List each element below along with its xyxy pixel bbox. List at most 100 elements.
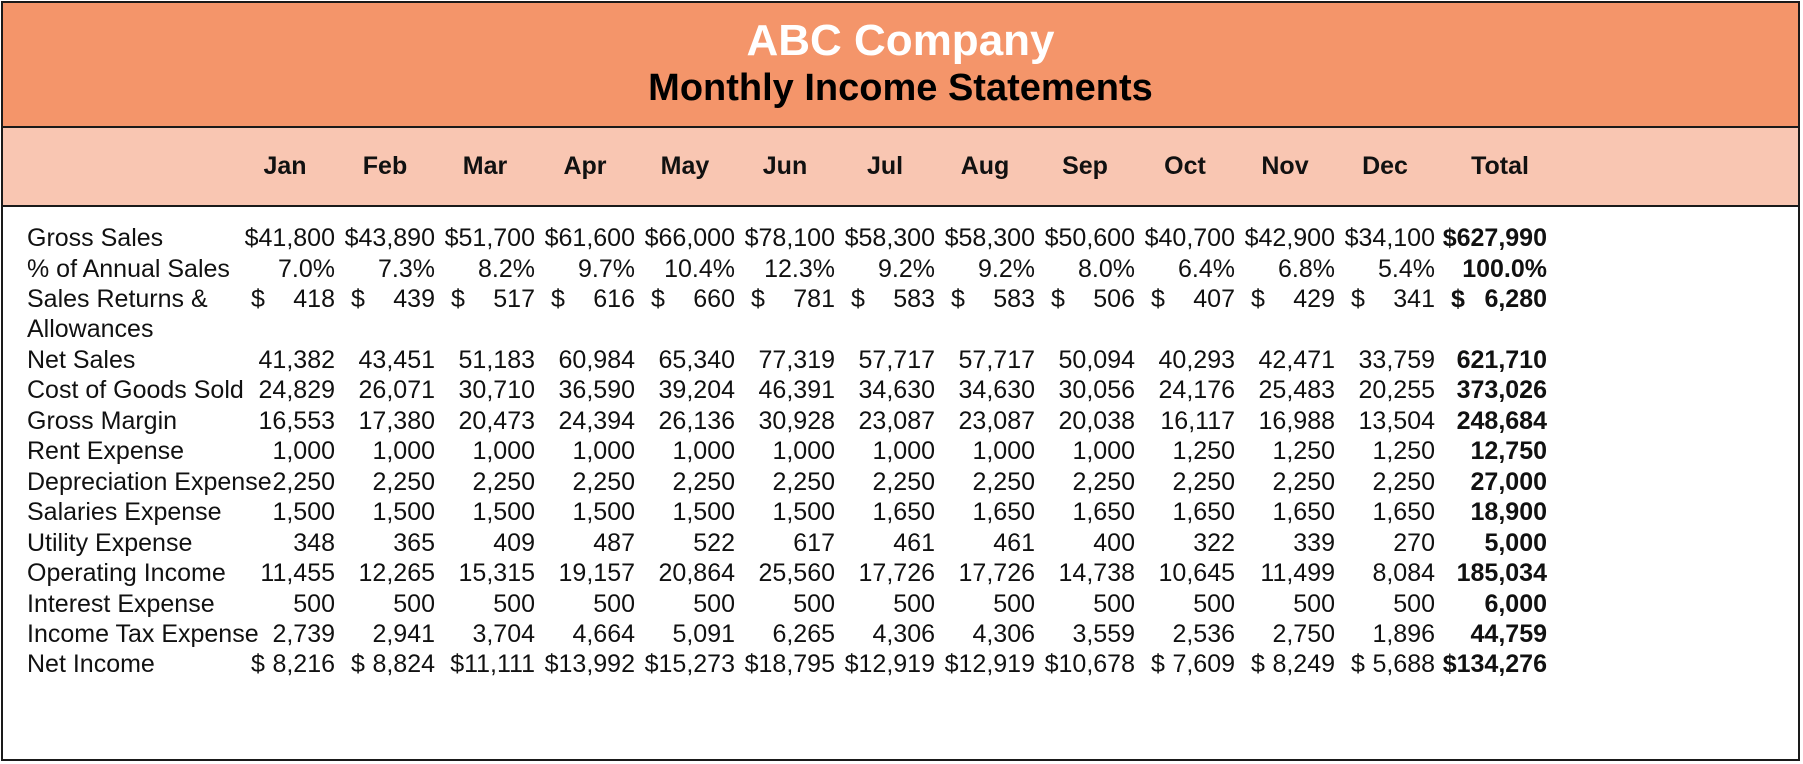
- cell-value: 348: [293, 529, 335, 557]
- cell-value: 46,391: [758, 376, 835, 404]
- cell-value: 25,483: [1258, 376, 1335, 404]
- cell-value: 77,319: [758, 346, 835, 374]
- month-cell: 500: [1051, 587, 1135, 622]
- month-cell: 15,315: [451, 556, 535, 591]
- dollar-sign: $: [551, 285, 565, 313]
- cell-value: 6,265: [772, 620, 835, 648]
- cell-value: 7.3%: [378, 255, 435, 283]
- cell-value: 1,250: [1272, 437, 1335, 465]
- month-cell: $61,600: [545, 221, 635, 256]
- dollar-sign: $: [951, 285, 965, 313]
- cell-value: 18,900: [1470, 498, 1547, 526]
- cell-value: $12,919: [944, 650, 1035, 678]
- cell-value: 400: [1093, 529, 1135, 557]
- total-cell: 18,900: [1451, 495, 1547, 530]
- month-cell: 42,471: [1251, 343, 1335, 378]
- dollar-sign: $: [1351, 285, 1365, 313]
- cell-value: 2,250: [872, 468, 935, 496]
- dollar-sign: $: [251, 285, 265, 313]
- month-cell: $583: [951, 282, 1035, 317]
- cell-value: 6,280: [1484, 285, 1547, 313]
- month-cell: 322: [1151, 526, 1235, 561]
- cell-value: 8,084: [1372, 559, 1435, 587]
- cell-value: 6.4%: [1178, 255, 1235, 283]
- cell-value: 27,000: [1470, 468, 1547, 496]
- cell-value: $41,800: [244, 224, 335, 252]
- month-cell: $42,900: [1245, 221, 1335, 256]
- cell-value: 418: [293, 285, 335, 313]
- cell-value: 41,382: [258, 346, 335, 374]
- month-cell: $8,824: [351, 647, 435, 682]
- cell-value: $134,276: [1442, 650, 1547, 678]
- month-cell: $66,000: [645, 221, 735, 256]
- month-cell: 7.0%: [251, 252, 335, 287]
- month-cell: 461: [851, 526, 935, 561]
- dollar-sign: $: [451, 285, 465, 313]
- column-header-aug: Aug: [960, 152, 1010, 180]
- table-row: Depreciation Expense 2,250 2,250 2,250 2,250…: [3, 465, 1798, 500]
- cell-value: 8.0%: [1078, 255, 1135, 283]
- row-label: Utility Expense: [27, 529, 193, 557]
- cell-value: 2,250: [1272, 468, 1335, 496]
- month-cell: 4,664: [551, 617, 635, 652]
- cell-value: 7,609: [1172, 650, 1235, 678]
- cell-value: $42,900: [1244, 224, 1335, 252]
- cell-value: 17,726: [858, 559, 935, 587]
- table-row: Gross Sales $41,800 $43,890 $51,700 $61,600 $…: [3, 221, 1798, 256]
- cell-value: 4,306: [972, 620, 1035, 648]
- cell-value: 2,941: [372, 620, 435, 648]
- total-cell: 44,759: [1451, 617, 1547, 652]
- month-cell: 2,250: [1051, 465, 1135, 500]
- cell-value: 20,473: [458, 407, 535, 435]
- cell-value: 40,293: [1158, 346, 1235, 374]
- cell-value: 24,394: [558, 407, 635, 435]
- row-label: Income Tax Expense: [27, 620, 259, 648]
- table-row: Utility Expense 348 365 409 487 522 617 461 461 4…: [3, 526, 1798, 561]
- cell-value: 1,500: [272, 498, 335, 526]
- month-cell: 2,250: [1151, 465, 1235, 500]
- month-cell: 3,559: [1051, 617, 1135, 652]
- cell-value: 43,451: [358, 346, 435, 374]
- cell-value: 11,499: [1260, 559, 1335, 587]
- cell-value: 2,250: [1172, 468, 1235, 496]
- month-cell: 1,650: [1251, 495, 1335, 530]
- month-cell: $58,300: [845, 221, 935, 256]
- month-cell: 400: [1051, 526, 1135, 561]
- dollar-sign: $: [251, 650, 265, 678]
- cell-value: 30,928: [758, 407, 835, 435]
- month-cell: 522: [651, 526, 735, 561]
- month-cell: 2,250: [1251, 465, 1335, 500]
- cell-value: 16,988: [1258, 407, 1335, 435]
- cell-value: 1,650: [1272, 498, 1335, 526]
- row-label: Interest Expense: [27, 590, 215, 618]
- cell-value: 34,630: [958, 376, 1035, 404]
- month-cell: $12,919: [945, 647, 1035, 682]
- cell-value: 500: [593, 590, 635, 618]
- month-cell: 1,000: [251, 434, 335, 469]
- cell-value: 500: [1393, 590, 1435, 618]
- month-cell: 51,183: [451, 343, 535, 378]
- month-cell: 20,473: [451, 404, 535, 439]
- month-cell: 1,500: [251, 495, 335, 530]
- month-cell: 2,941: [351, 617, 435, 652]
- row-label: Sales Returns &: [27, 285, 208, 313]
- month-cell: 65,340: [651, 343, 735, 378]
- cell-value: 26,136: [658, 407, 735, 435]
- month-cell: 24,394: [551, 404, 635, 439]
- month-cell: 461: [951, 526, 1035, 561]
- cell-value: 26,071: [358, 376, 435, 404]
- month-cell: 2,250: [251, 465, 335, 500]
- cell-value: 270: [1393, 529, 1435, 557]
- cell-value: 1,250: [1172, 437, 1235, 465]
- cell-value: 1,000: [872, 437, 935, 465]
- month-cell: $429: [1251, 282, 1335, 317]
- cell-value: 487: [593, 529, 635, 557]
- cell-value: 15,315: [458, 559, 535, 587]
- month-cell: 2,250: [951, 465, 1035, 500]
- cell-value: 1,500: [372, 498, 435, 526]
- cell-value: 33,759: [1358, 346, 1435, 374]
- cell-value: 30,710: [458, 376, 535, 404]
- column-header-may: May: [660, 152, 710, 180]
- month-cell: $8,216: [251, 647, 335, 682]
